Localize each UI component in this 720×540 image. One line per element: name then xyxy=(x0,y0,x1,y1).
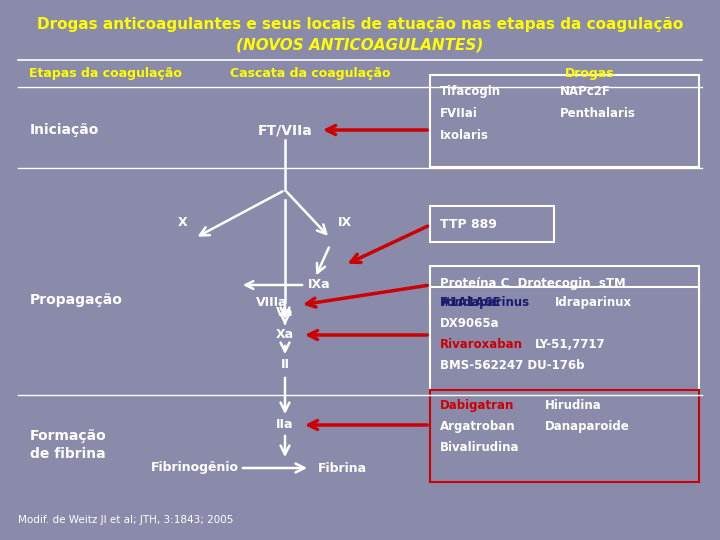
Text: Ixolaris: Ixolaris xyxy=(440,129,489,142)
FancyBboxPatch shape xyxy=(430,287,699,394)
FancyBboxPatch shape xyxy=(430,75,699,167)
Text: Fibrinogênio: Fibrinogênio xyxy=(151,462,239,475)
Text: Fibrina: Fibrina xyxy=(318,462,366,475)
Text: Hirudina: Hirudina xyxy=(545,399,602,412)
Text: Argatroban: Argatroban xyxy=(440,420,516,433)
FancyBboxPatch shape xyxy=(430,266,699,302)
Text: Bivalirudina: Bivalirudina xyxy=(440,441,520,454)
Text: Fondaparinus: Fondaparinus xyxy=(440,296,530,309)
Text: FT/VIIa: FT/VIIa xyxy=(258,123,312,137)
Text: BMS-562247 DU-176b: BMS-562247 DU-176b xyxy=(440,359,585,372)
Text: Cascata da coagulação: Cascata da coagulação xyxy=(230,68,390,80)
Text: IXa: IXa xyxy=(308,279,330,292)
Text: LY-51,7717: LY-51,7717 xyxy=(535,338,606,351)
Text: (NOVOS ANTICOAGULANTES): (NOVOS ANTICOAGULANTES) xyxy=(236,37,484,52)
Text: NAPc2F: NAPc2F xyxy=(560,85,611,98)
Text: Penthalaris: Penthalaris xyxy=(560,107,636,120)
Text: X: X xyxy=(178,215,188,228)
Text: #1A1A6E: #1A1A6E xyxy=(440,296,500,309)
Text: Modif. de Weitz JI et al; JTH, 3:1843; 2005: Modif. de Weitz JI et al; JTH, 3:1843; 2… xyxy=(18,515,233,525)
Text: Dabigatran: Dabigatran xyxy=(440,399,514,412)
Text: Iniciação: Iniciação xyxy=(30,123,99,137)
Text: IIa: IIa xyxy=(276,418,294,431)
Text: Etapas da coagulação: Etapas da coagulação xyxy=(29,68,181,80)
Text: FVIIai: FVIIai xyxy=(440,107,478,120)
FancyBboxPatch shape xyxy=(430,206,554,242)
Text: Va: Va xyxy=(276,306,294,319)
Text: VIIIa: VIIIa xyxy=(256,296,288,309)
Text: Formação
de fibrina: Formação de fibrina xyxy=(30,429,107,461)
Text: Proteína C  Drotecogin  sTM: Proteína C Drotecogin sTM xyxy=(440,278,626,291)
Text: DX9065a: DX9065a xyxy=(440,317,500,330)
Text: TTP 889: TTP 889 xyxy=(440,218,497,231)
Text: Xa: Xa xyxy=(276,328,294,341)
Text: Idraparinux: Idraparinux xyxy=(555,296,632,309)
Text: Drogas: Drogas xyxy=(565,68,615,80)
Text: II: II xyxy=(281,359,289,372)
Text: Danaparoide: Danaparoide xyxy=(545,420,630,433)
FancyBboxPatch shape xyxy=(430,390,699,482)
Text: Rivaroxaban: Rivaroxaban xyxy=(440,338,523,351)
Text: Drogas anticoagulantes e seus locais de atuação nas etapas da coagulação: Drogas anticoagulantes e seus locais de … xyxy=(37,17,683,32)
Text: Tifacogin: Tifacogin xyxy=(440,85,501,98)
Text: Propagação: Propagação xyxy=(30,293,123,307)
Text: IX: IX xyxy=(338,215,352,228)
